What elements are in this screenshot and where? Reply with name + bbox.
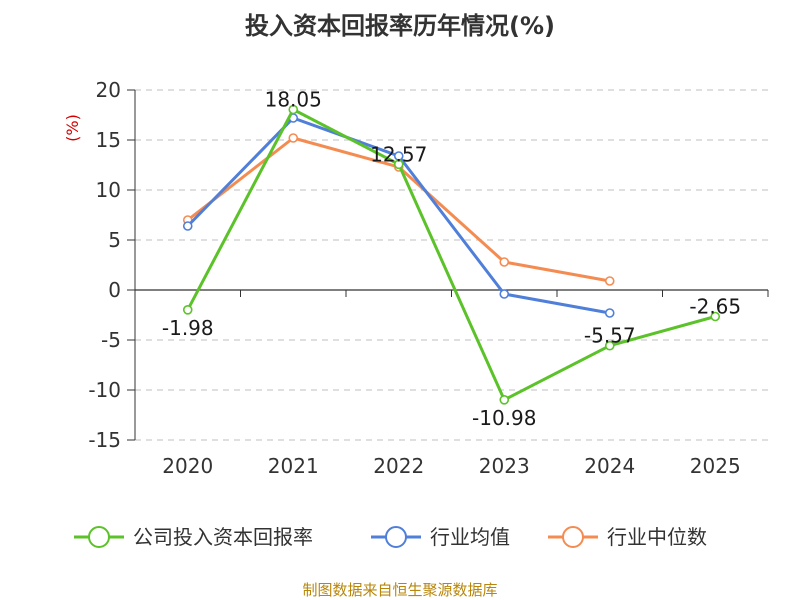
y-tick-label: -15 <box>88 428 121 452</box>
data-label: -1.98 <box>162 316 214 340</box>
legend-label: 公司投入资本回报率 <box>133 525 313 549</box>
chart-title: 投入资本回报率历年情况(%) <box>245 12 555 40</box>
y-tick-label: -5 <box>101 328 121 352</box>
data-point <box>499 394 510 405</box>
x-tick-label: 2025 <box>690 454 741 478</box>
legend-item: 公司投入资本回报率 <box>74 525 313 549</box>
legend-marker <box>88 526 110 548</box>
gridlines <box>135 89 768 441</box>
legend: 公司投入资本回报率 行业均值 行业中位数 <box>74 525 707 549</box>
data-point <box>182 304 193 315</box>
data-label: 12.57 <box>370 142 427 166</box>
y-tick-label: 20 <box>96 78 121 102</box>
x-tick-label: 2023 <box>479 454 530 478</box>
data-point <box>182 221 193 231</box>
data-labels: -1.98 18.05 12.57 -10.98 -5.57 -2.65 <box>162 88 741 430</box>
legend-item: 行业中位数 <box>548 525 707 549</box>
data-source-note: 制图数据来自恒生聚源数据库 <box>302 581 497 599</box>
data-point <box>288 133 299 143</box>
data-label: -10.98 <box>472 406 536 430</box>
legend-label: 行业中位数 <box>607 525 707 549</box>
series-lines <box>182 104 721 405</box>
series-line <box>186 108 716 402</box>
data-point <box>604 276 615 286</box>
axes: 20 15 10 5 0 -5 -10 -15 2020 2021 2022 2023 2024 2025 <box>88 78 769 478</box>
data-point <box>710 311 721 322</box>
data-point <box>499 257 510 267</box>
legend-marker <box>385 526 407 548</box>
data-point <box>604 308 615 318</box>
y-tick-label: 0 <box>108 278 121 302</box>
data-label: -5.57 <box>584 324 636 348</box>
x-tick-label: 2021 <box>268 454 319 478</box>
legend-item: 行业均值 <box>371 525 510 549</box>
data-label: -2.65 <box>689 295 741 319</box>
x-tick-label: 2022 <box>373 454 424 478</box>
data-point <box>604 340 615 351</box>
data-label: 18.05 <box>265 88 322 112</box>
legend-marker <box>562 526 584 548</box>
y-tick-label: 15 <box>96 128 121 152</box>
data-point <box>499 289 510 299</box>
y-axis-unit-label: (%) <box>63 114 82 142</box>
legend-label: 行业均值 <box>430 525 510 549</box>
y-tick-label: 5 <box>108 228 121 252</box>
x-tick-label: 2024 <box>584 454 635 478</box>
y-tick-label: -10 <box>88 378 121 402</box>
data-point <box>288 104 299 115</box>
y-tick-label: 10 <box>96 178 121 202</box>
data-point <box>393 159 404 170</box>
x-tick-label: 2020 <box>162 454 213 478</box>
